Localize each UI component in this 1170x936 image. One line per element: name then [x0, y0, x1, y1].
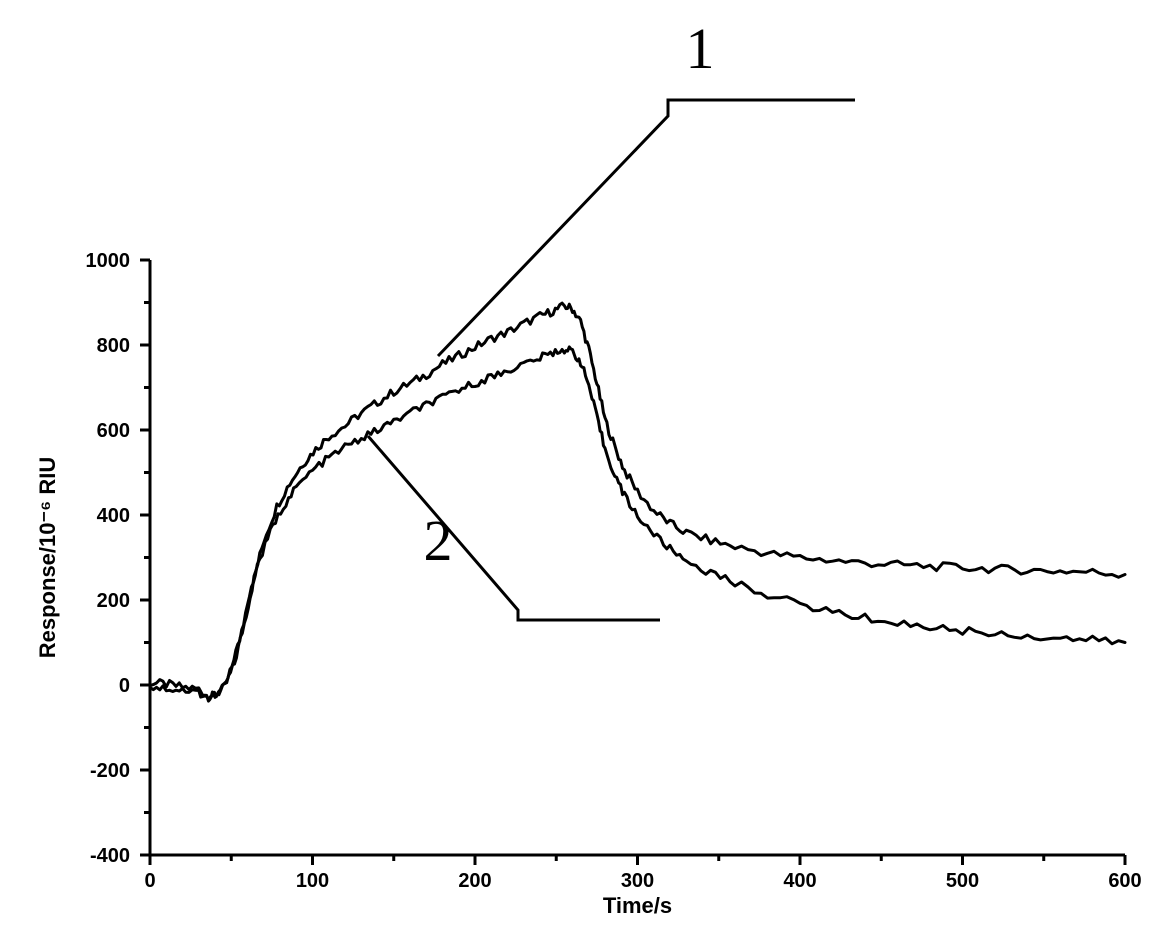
spr-sensorgram-chart: 0 100 200 300 400 500 600 -400 -200 0 200 400 600 800… [0, 0, 1170, 936]
x-tick-label: 300 [621, 870, 654, 892]
annotation-label-label2: 2 [424, 508, 453, 573]
y-tick-label: 800 [97, 335, 130, 357]
x-tick-label: 200 [458, 870, 491, 892]
x-tick-label: 400 [783, 870, 816, 892]
y-tick-label: -400 [90, 845, 130, 867]
y-tick-label: 200 [97, 590, 130, 612]
chart-container: 0 100 200 300 400 500 600 -400 -200 0 200 400 600 800… [0, 0, 1170, 936]
y-tick-label: 600 [97, 420, 130, 442]
x-tick-label: 500 [946, 870, 979, 892]
y-tick-label: 0 [119, 675, 130, 697]
annotation-label-label1: 1 [686, 16, 715, 81]
y-tick-label: 1000 [86, 250, 131, 272]
y-tick-label: -200 [90, 760, 130, 782]
chart-background [0, 0, 1170, 936]
x-axis-title: Time/s [603, 893, 672, 918]
x-tick-label: 600 [1108, 870, 1141, 892]
y-tick-label: 400 [97, 505, 130, 527]
y-axis-title: Response/10⁻⁶ RIU [35, 457, 60, 658]
x-tick-label: 0 [144, 870, 155, 892]
x-tick-label: 100 [296, 870, 329, 892]
